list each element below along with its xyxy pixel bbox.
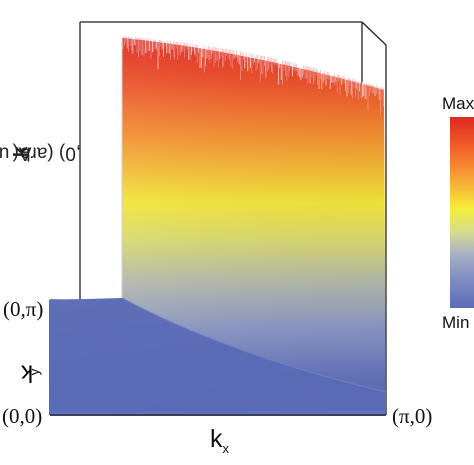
colorbar-min-label: Min (442, 313, 470, 332)
kx-axis-label: kx (210, 425, 229, 456)
y-axis-label: A(k,0) (arb. units) (0, 142, 82, 164)
corner-label-y-end: (0,π) (3, 297, 44, 321)
corner-label-x-end: (π,0) (392, 404, 433, 428)
corner-label-origin: (0,0) (2, 404, 43, 428)
right-top-edge (361, 21, 387, 46)
ridge-noise (122, 36, 384, 115)
floor-boundary (121, 297, 387, 393)
colorbar (450, 117, 474, 308)
floor-plane (50, 298, 386, 416)
colorbar-max-label: Max (442, 94, 474, 113)
surface-left-wall (82, 38, 122, 300)
